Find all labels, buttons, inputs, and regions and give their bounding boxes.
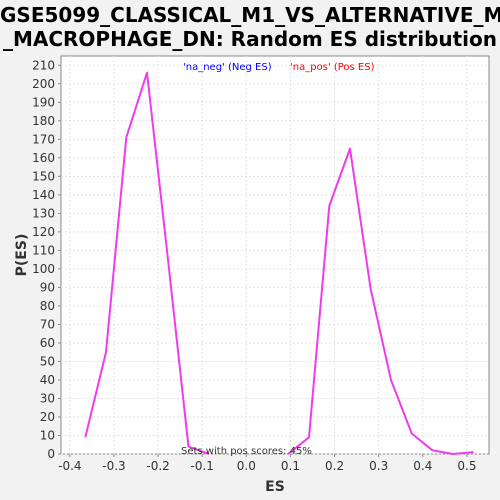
plot-area (60, 55, 490, 455)
y-tick-label: 130 (32, 206, 55, 220)
y-tick-label: 200 (32, 77, 55, 91)
grid (61, 56, 489, 455)
y-tick-label: 20 (40, 410, 55, 424)
x-tick-label: -0.3 (102, 459, 125, 473)
y-tick-label: 110 (32, 243, 55, 257)
y-tick-label: 10 (40, 428, 55, 442)
y-tick-label: 100 (32, 262, 55, 276)
series-line-1 (84, 71, 210, 455)
y-tick-label: 190 (32, 95, 55, 109)
x-tick-label: -0.1 (190, 459, 213, 473)
x-tick-label: 0.1 (281, 459, 300, 473)
series-lines (84, 71, 474, 455)
x-axis-ticks: -0.4 -0.3 -0.2 -0.1 0.0 0.1 0.2 0.3 0.4 0.5 (58, 454, 476, 473)
x-tick-label: -0.2 (146, 459, 169, 473)
y-tick-label: 70 (40, 317, 55, 331)
x-tick-label: 0.3 (369, 459, 388, 473)
pos-scores-annotation: Sets with pos scores: 45% (181, 446, 312, 457)
y-tick-label: 60 (40, 336, 55, 350)
y-tick-label: 90 (40, 280, 55, 294)
x-tick-label: 0.0 (237, 459, 256, 473)
x-axis-label: ES (265, 479, 285, 495)
y-tick-label: 160 (32, 151, 55, 165)
chart-title-line-2: _MACROPHAGE_DN: Random ES distribution (2, 27, 498, 51)
x-tick-label: 0.4 (413, 459, 432, 473)
chart-title-line-1: GSE5099_CLASSICAL_M1_VS_ALTERNATIVE_M2 (0, 3, 500, 27)
y-tick-label: 120 (32, 225, 55, 239)
y-tick-label: 0 (47, 447, 55, 461)
x-tick-label: 0.2 (325, 459, 344, 473)
y-axis-ticks: 0 10 20 30 40 50 60 70 80 90 100 110 120 130 140 150 160… (32, 58, 61, 461)
y-axis-label: P(ES) (14, 234, 30, 277)
y-tick-label: 30 (40, 391, 55, 405)
x-tick-label: -0.4 (58, 459, 81, 473)
y-tick-label: 80 (40, 299, 55, 313)
y-tick-label: 50 (40, 354, 55, 368)
y-tick-label: 40 (40, 373, 55, 387)
y-tick-label: 170 (32, 132, 55, 146)
y-tick-label: 150 (32, 169, 55, 183)
series-line-2 (287, 147, 474, 455)
y-tick-label: 210 (32, 58, 55, 72)
y-tick-label: 140 (32, 188, 55, 202)
legend-pos-es: 'na_pos' (Pos ES) (290, 62, 375, 73)
legend-neg-es: 'na_neg' (Neg ES) (183, 62, 272, 73)
x-tick-label: 0.5 (457, 459, 476, 473)
y-tick-label: 180 (32, 114, 55, 128)
